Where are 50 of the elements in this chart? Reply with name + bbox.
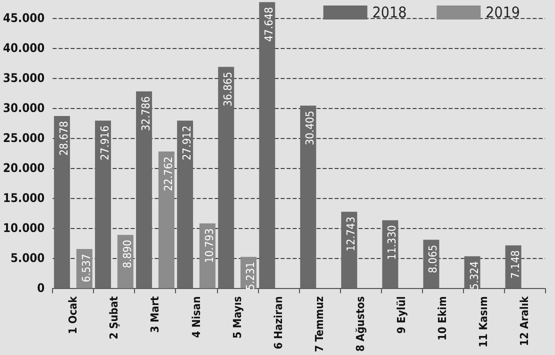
bar xyxy=(259,2,276,288)
x-tick-label: 12 Aralık xyxy=(518,296,531,346)
bar xyxy=(54,116,70,288)
x-tick-label: 8 Ağustos xyxy=(354,296,367,352)
y-tick-label: 40.000 xyxy=(2,41,45,56)
data-label: 11.330 xyxy=(386,225,399,260)
data-label: 10.793 xyxy=(202,228,216,264)
x-tick-label: 3 Mart xyxy=(148,296,162,333)
x-tick-label: 5 Mayıs xyxy=(230,296,244,338)
bar xyxy=(300,106,316,288)
y-tick-label: 10.000 xyxy=(2,221,45,236)
bar xyxy=(218,66,234,288)
y-tick-label: 20.000 xyxy=(2,161,45,176)
y-tick-label: 30.000 xyxy=(2,101,45,116)
x-tick-label: 9 Eylül xyxy=(394,296,408,334)
data-label: 5.231 xyxy=(244,262,257,290)
data-label: 8.890 xyxy=(120,240,134,268)
x-tick-label: 2 Şubat xyxy=(108,296,121,340)
data-label: 30.405 xyxy=(304,110,317,146)
bar xyxy=(95,120,112,288)
x-tick-label: 11 Kasım xyxy=(476,296,490,348)
data-label: 5.324 xyxy=(468,261,481,290)
legend-label: 2019 xyxy=(486,4,520,22)
bar xyxy=(341,212,358,288)
x-tick-label: 7 Temmuz xyxy=(312,296,326,352)
y-tick-label: 45.000 xyxy=(2,11,45,26)
x-tick-label: 6 Haziran xyxy=(272,296,285,350)
x-tick-label: 10 Ekim xyxy=(436,296,449,341)
data-label: 27.912 xyxy=(180,126,194,160)
data-label: 28.678 xyxy=(57,121,70,156)
x-tick-label: 4 Nisan xyxy=(190,296,203,338)
data-label: 32.786 xyxy=(140,96,153,131)
data-label: 47.648 xyxy=(262,7,276,42)
data-label: 22.762 xyxy=(162,156,175,192)
bar xyxy=(136,91,152,288)
y-tick-label: 15.000 xyxy=(2,191,45,206)
y-tick-label: 5.000 xyxy=(10,251,45,266)
bar xyxy=(177,120,194,288)
y-tick-label: 35.000 xyxy=(2,71,45,86)
data-label: 36.865 xyxy=(222,72,235,106)
bar xyxy=(158,152,174,288)
data-label: 6.537 xyxy=(80,254,93,282)
legend-label: 2018 xyxy=(372,4,407,22)
data-label: 27.916 xyxy=(98,126,112,160)
data-label: 7.148 xyxy=(508,250,522,279)
y-tick-label: 0 xyxy=(37,281,45,296)
x-tick-label: 1 Ocak xyxy=(66,296,80,334)
data-label: 8.065 xyxy=(426,244,440,274)
data-label: 12.743 xyxy=(344,216,358,252)
y-tick-label: 25.000 xyxy=(2,131,45,146)
